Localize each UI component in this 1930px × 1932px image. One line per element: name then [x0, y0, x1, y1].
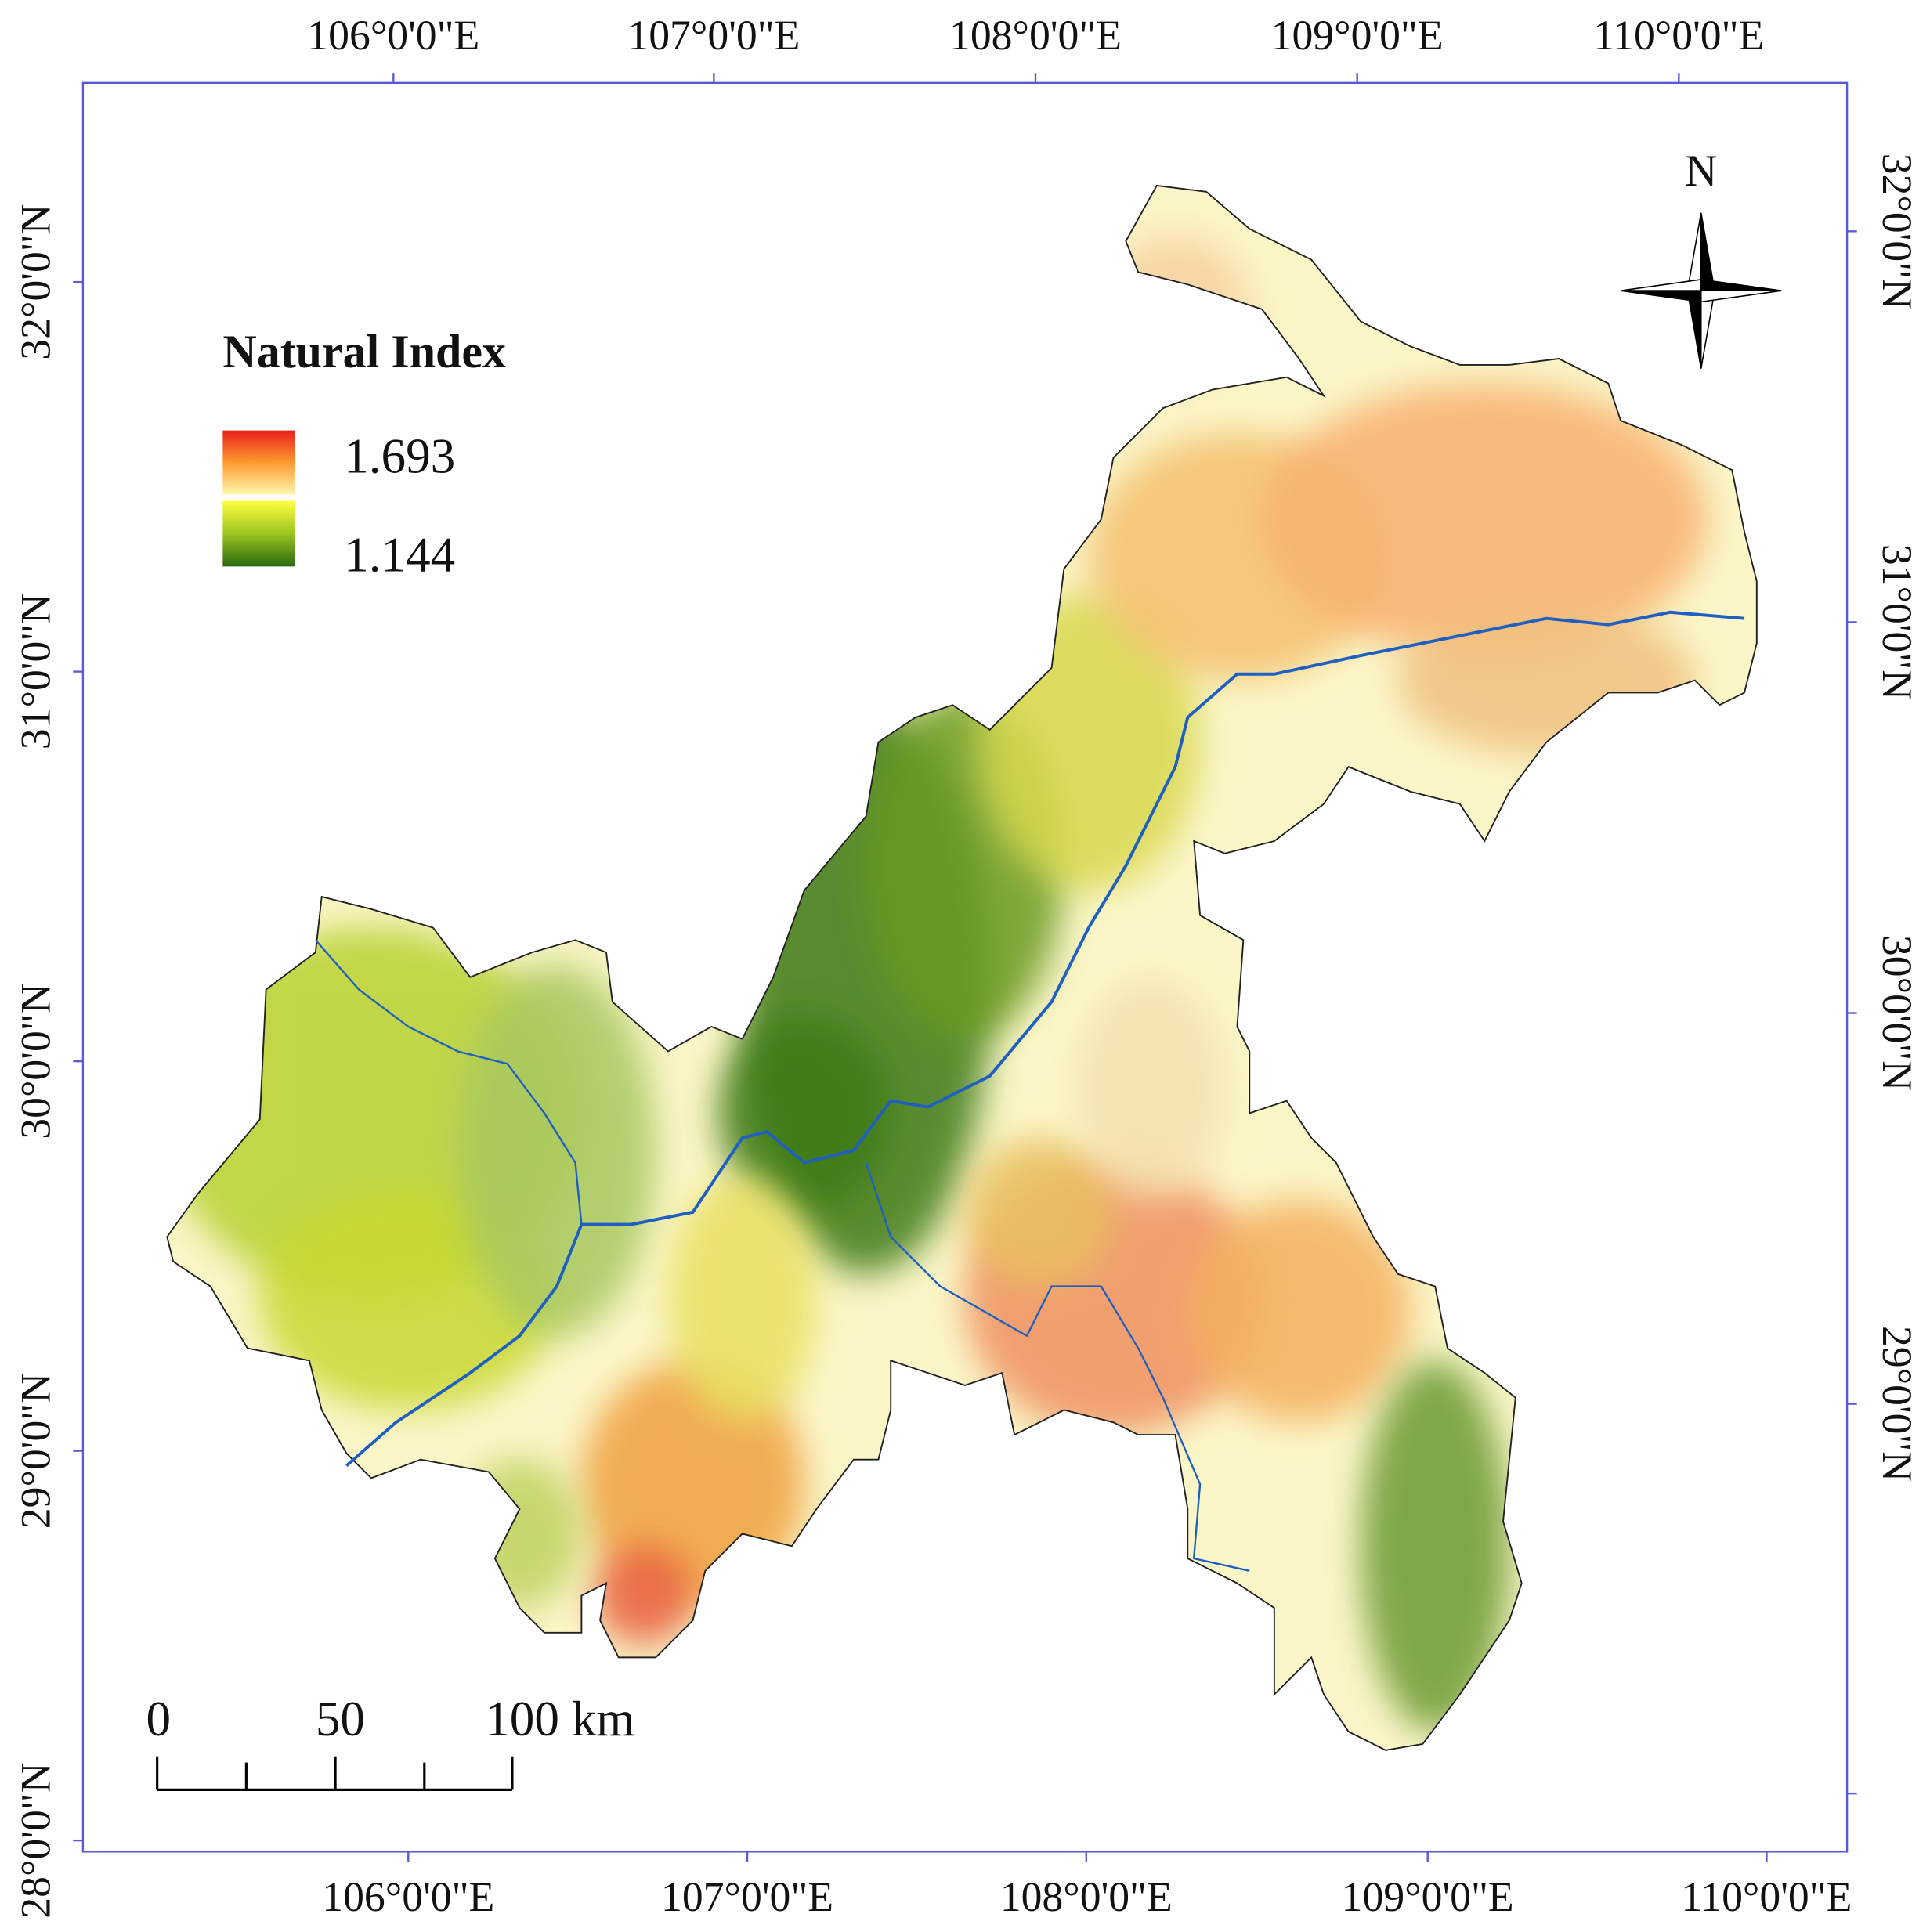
graticule-label: 106°0'0"E	[307, 12, 479, 59]
graticule-label: 110°0'0"E	[1593, 12, 1764, 59]
north-label: N	[1685, 146, 1717, 196]
legend-low-ramp	[222, 500, 295, 567]
yangtze-river	[345, 610, 1745, 1468]
jialing-river	[314, 939, 583, 1225]
raster-patch	[1101, 235, 1250, 384]
graticule-label: 32°0'0"N	[1874, 153, 1921, 309]
graticule-label: 109°0'0"E	[1342, 1873, 1514, 1920]
graticule-label: 30°0'0"N	[12, 984, 59, 1139]
raster-patch	[717, 1014, 891, 1212]
graticule-label: 30°0'0"N	[1874, 935, 1921, 1091]
north-arrow	[1620, 212, 1782, 369]
scale-label: 100 km	[485, 1692, 634, 1746]
graticule-label: 108°0'0"E	[949, 12, 1122, 59]
graticule: 106°0'0"E 107°0'0"E 108°0'0"E 109°0'0"E 110°…	[12, 12, 1921, 1920]
raster-patch	[457, 1459, 582, 1609]
scale-bar	[156, 1756, 514, 1791]
region-outline	[166, 184, 1758, 1751]
raster-patch	[667, 1175, 817, 1423]
raster-patch	[457, 964, 656, 1336]
raster-patch	[594, 1546, 693, 1645]
graticule-label: 31°0'0"N	[12, 594, 59, 749]
graticule-label: 107°0'0"E	[627, 12, 800, 59]
graticule-label: 29°0'0"N	[1874, 1326, 1921, 1482]
legend-low-label: 1.144	[344, 528, 455, 583]
graticule-label: 107°0'0"E	[661, 1873, 833, 1920]
graticule-label: 31°0'0"N	[1874, 544, 1921, 700]
graticule-label: 28°0'0"N	[12, 1763, 59, 1919]
graticule-label: 109°0'0"E	[1271, 12, 1444, 59]
graticule-label: 110°0'0"E	[1681, 1873, 1852, 1920]
natural-index-raster	[167, 185, 1757, 1750]
legend-high-ramp	[222, 430, 295, 495]
raster-patch	[1262, 383, 1708, 656]
raster-patch	[1076, 977, 1225, 1201]
scale-label: 0	[146, 1692, 171, 1746]
raster-patch	[1187, 1200, 1411, 1423]
legend-high-label: 1.693	[344, 428, 455, 483]
raster-patch	[1361, 1360, 1509, 1732]
graticule-label: 106°0'0"E	[322, 1873, 494, 1920]
map-frame	[81, 81, 1849, 1853]
wujiang-river	[865, 1162, 1250, 1572]
rivers	[314, 610, 1745, 1572]
graticule-label: 29°0'0"N	[12, 1373, 59, 1529]
raster-patch	[965, 1138, 1114, 1287]
scale-label: 50	[316, 1692, 365, 1746]
legend-title: Natural Index	[222, 326, 506, 377]
graticule-label: 32°0'0"N	[12, 204, 59, 359]
raster-patch	[1397, 605, 1695, 755]
graticule-label: 108°0'0"E	[1000, 1873, 1173, 1920]
